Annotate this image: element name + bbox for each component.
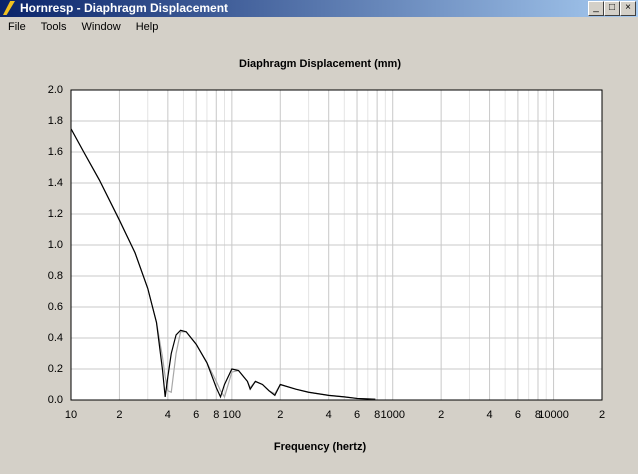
x-tick-label: 8 bbox=[374, 409, 380, 421]
window-title: Hornresp - Diaphragm Displacement bbox=[20, 1, 229, 15]
app-icon bbox=[3, 1, 15, 15]
maximize-button[interactable]: □ bbox=[604, 1, 620, 16]
x-tick-label: 10000 bbox=[538, 409, 569, 421]
menu-item[interactable]: Help bbox=[135, 21, 159, 33]
y-tick-label: 1.0 bbox=[48, 239, 63, 251]
y-tick-label: 0.0 bbox=[48, 394, 63, 406]
chart: Diaphragm Displacement (mm) Frequency (h… bbox=[48, 58, 605, 453]
x-tick-label: 2 bbox=[277, 409, 283, 421]
x-tick-label: 6 bbox=[193, 409, 199, 421]
y-tick-label: 1.4 bbox=[48, 177, 63, 189]
x-axis-label: Frequency (hertz) bbox=[274, 441, 367, 453]
menu-item[interactable]: Window bbox=[81, 21, 121, 33]
x-tick-label: 2 bbox=[599, 409, 605, 421]
data-line bbox=[70, 128, 376, 400]
y-tick-label: 0.2 bbox=[48, 363, 63, 375]
y-tick-label: 1.6 bbox=[48, 146, 63, 158]
chart-title: Diaphragm Displacement (mm) bbox=[239, 58, 401, 70]
menu-bar: File Tools Window Help bbox=[0, 18, 638, 36]
x-tick-label: 8 bbox=[213, 409, 219, 421]
menu-item[interactable]: Tools bbox=[40, 21, 67, 33]
menu-item[interactable]: File bbox=[8, 21, 26, 33]
y-tick-label: 0.4 bbox=[48, 332, 63, 344]
close-button[interactable]: × bbox=[620, 1, 636, 16]
y-tick-label: 0.6 bbox=[48, 301, 63, 313]
x-tick-label: 4 bbox=[326, 409, 332, 421]
minimize-button[interactable]: _ bbox=[588, 1, 604, 16]
y-tick-label: 1.8 bbox=[48, 115, 63, 127]
x-tick-label: 4 bbox=[165, 409, 171, 421]
y-tick-label: 1.2 bbox=[48, 208, 63, 220]
x-tick-label: 10 bbox=[65, 409, 77, 421]
x-tick-label: 1000 bbox=[380, 409, 404, 421]
x-tick-label: 100 bbox=[223, 409, 241, 421]
x-tick-label: 8 bbox=[535, 409, 541, 421]
plot-frame bbox=[70, 89, 603, 401]
title-bar: Hornresp - Diaphragm Displacement _ □ × bbox=[0, 0, 638, 17]
x-tick-label: 6 bbox=[515, 409, 521, 421]
x-tick-label: 4 bbox=[487, 409, 493, 421]
y-tick-label: 0.8 bbox=[48, 270, 63, 282]
x-tick-label: 2 bbox=[116, 409, 122, 421]
y-tick-label: 2.0 bbox=[48, 84, 63, 96]
x-tick-label: 6 bbox=[354, 409, 360, 421]
x-tick-label: 2 bbox=[438, 409, 444, 421]
